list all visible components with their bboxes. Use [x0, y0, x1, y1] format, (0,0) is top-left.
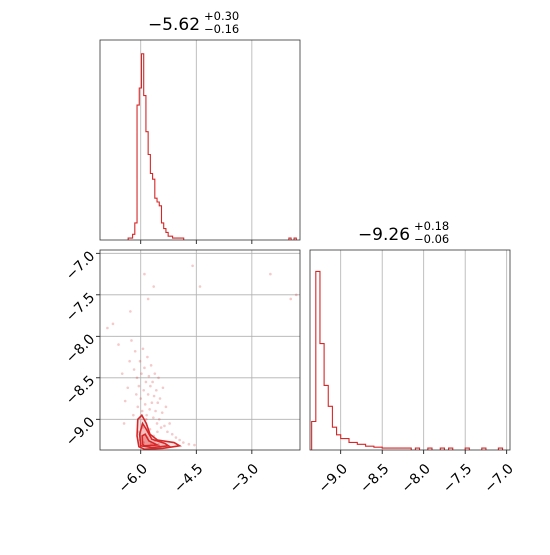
hist1-histogram-steps [127, 53, 297, 240]
hist1-frame [99, 39, 301, 241]
hist1-title-median: −5.62 [148, 15, 200, 35]
joint-scatter-point [123, 399, 127, 403]
joint-scatter-point [159, 426, 163, 429]
joint-scatter-point [106, 326, 109, 330]
joint-scatter-point [155, 422, 159, 425]
hist2-tick-label-x: −7.0 [482, 461, 517, 496]
joint-scatter-point [128, 359, 131, 363]
joint-scatter-point [289, 297, 293, 301]
joint-contour-level-2 [138, 421, 171, 449]
joint-scatter-point [136, 405, 140, 409]
joint-scatter-point [111, 322, 115, 326]
joint-scatter-point [139, 397, 143, 400]
hist2-title-median: −9.26 [358, 225, 410, 245]
joint-tick-label-y: −8.0 [63, 331, 98, 366]
joint-tick-label-y: −9.0 [63, 414, 98, 449]
joint-scatter-point [198, 285, 202, 288]
joint-scatter-point [144, 417, 148, 421]
hist2-tick-label-x: −9.0 [316, 461, 351, 496]
joint-scatter-point [153, 372, 157, 375]
joint-scatter-point [143, 272, 146, 276]
joint-scatter-point [158, 397, 162, 400]
joint-tick-label-x: −6.0 [116, 461, 151, 496]
joint-scatter-point [138, 359, 142, 363]
joint-scatter-point [140, 372, 143, 375]
joint-scatter-point [156, 401, 160, 404]
hist2-frame [309, 249, 511, 451]
hist2-tick-label-x: −8.0 [399, 461, 434, 496]
joint-scatter-point [156, 430, 159, 434]
joint-contour-level-1 [136, 413, 182, 450]
joint-scatter-point [187, 442, 191, 446]
joint-scatter-point [140, 409, 144, 413]
joint-scatter-point [178, 438, 181, 442]
joint-scatter-point [117, 343, 120, 346]
joint-scatter-point [146, 393, 150, 396]
joint-scatter-point [152, 394, 156, 398]
joint-scatter-point [157, 376, 160, 380]
joint-scatter-point [132, 413, 135, 417]
joint-scatter-point [134, 393, 138, 396]
joint-scatter-point [163, 424, 166, 428]
joint-scatter-point [157, 417, 161, 421]
joint-scatter-point [154, 388, 158, 392]
joint-tick-label-x: −3.0 [227, 461, 262, 496]
joint-scatter-point [166, 430, 169, 434]
joint-scatter-point [137, 384, 141, 388]
joint-scatter-point [151, 380, 154, 384]
joint-scatter-point [147, 374, 151, 378]
joint-scatter-point [142, 388, 146, 392]
hist2-tick-label-x: −7.5 [440, 461, 475, 496]
joint-scatter-point [146, 355, 149, 359]
joint-scatter-point [133, 349, 137, 353]
joint-scatter-point [130, 339, 133, 342]
joint-scatter-point [122, 422, 126, 425]
hist2-title-plus: +0.18 [414, 219, 449, 233]
joint-scatter-point [149, 384, 152, 388]
joint-scatter-point [269, 272, 272, 276]
hist1-title-minus: −0.16 [204, 22, 239, 36]
joint-scatter-point [150, 401, 154, 404]
joint-scatter-point [152, 416, 155, 419]
joint-scatter-point [148, 408, 151, 411]
joint-scatter-point [182, 441, 185, 444]
joint-scatter-point [191, 264, 194, 268]
joint-scatter-point [143, 403, 147, 406]
joint-scatter-point [143, 366, 146, 370]
hist2-tick-label-x: −8.5 [357, 461, 392, 496]
joint-tick-label-y: −8.5 [63, 373, 98, 408]
joint-scatter-point [149, 364, 153, 367]
joint-scatter-point [174, 436, 178, 439]
joint-scatter-point [164, 405, 168, 409]
joint-scatter-point [129, 310, 132, 313]
hist2-histogram-steps [311, 270, 504, 450]
joint-scatter-point [170, 432, 174, 436]
joint-scatter-point [146, 297, 150, 301]
hist2-title-minus: −0.06 [414, 232, 449, 246]
joint-tick-label-y: −7.0 [63, 248, 98, 283]
joint-frame [99, 249, 301, 451]
joint-scatter-point [154, 409, 157, 413]
joint-tick-label-x: −4.5 [171, 461, 206, 496]
joint-tick-label-y: −7.5 [63, 290, 98, 325]
hist1-title-plus: +0.30 [204, 9, 239, 23]
joint-scatter-point [120, 372, 124, 375]
joint-scatter-point [141, 347, 145, 351]
joint-scatter-point [145, 413, 148, 417]
joint-scatter-point [160, 411, 164, 414]
joint-scatter-point [144, 380, 148, 384]
joint-scatter-point [126, 386, 130, 390]
joint-scatter-point [152, 285, 156, 288]
joint-scatter-point [294, 293, 298, 297]
joint-contour-level-3 [141, 433, 161, 447]
joint-scatter-point [135, 376, 139, 380]
joint-scatter-point [132, 368, 136, 371]
joint-scatter-point [168, 422, 171, 425]
joint-scatter-point [193, 443, 196, 447]
joint-scatter-point [161, 386, 165, 390]
